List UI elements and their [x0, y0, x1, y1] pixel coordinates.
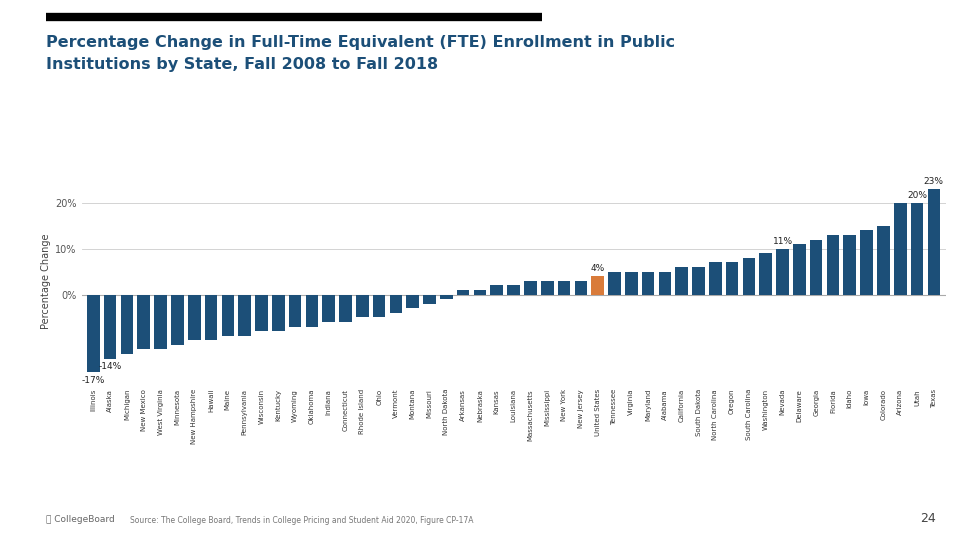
Bar [390, 294, 402, 313]
Bar [255, 294, 268, 331]
Text: 23%: 23% [924, 177, 944, 186]
Bar [759, 253, 772, 294]
Bar [810, 240, 823, 294]
Bar [540, 281, 554, 294]
Bar [104, 294, 116, 359]
Bar [272, 294, 284, 331]
Bar [222, 294, 234, 336]
Bar [743, 258, 756, 294]
Bar [642, 272, 655, 294]
Bar [188, 294, 201, 340]
Text: -14%: -14% [99, 362, 122, 371]
Bar [155, 294, 167, 349]
Bar [406, 294, 420, 308]
Bar [323, 294, 335, 322]
Bar [793, 244, 805, 294]
Bar [860, 231, 873, 294]
Bar [289, 294, 301, 327]
Bar [473, 290, 487, 294]
Bar [844, 235, 856, 294]
Bar [524, 281, 537, 294]
Bar [911, 203, 924, 294]
Bar [238, 294, 251, 336]
Text: 4%: 4% [590, 264, 605, 273]
Text: Percentage Change in Full-Time Equivalent (FTE) Enrollment in Public: Percentage Change in Full-Time Equivalen… [46, 35, 675, 50]
Bar [137, 294, 150, 349]
Bar [692, 267, 705, 294]
Bar [591, 276, 604, 294]
Bar [574, 281, 588, 294]
Text: 24: 24 [921, 512, 936, 525]
Bar [726, 262, 738, 294]
Bar [423, 294, 436, 303]
Bar [356, 294, 369, 318]
Bar [339, 294, 351, 322]
Bar [777, 249, 789, 294]
Bar [171, 294, 183, 345]
Bar [659, 272, 671, 294]
Bar [204, 294, 217, 340]
Bar [305, 294, 318, 327]
Bar [87, 294, 100, 373]
Bar [927, 189, 940, 294]
Bar [709, 262, 722, 294]
Y-axis label: Percentage Change: Percentage Change [41, 233, 51, 328]
Text: 20%: 20% [907, 191, 927, 200]
Bar [372, 294, 385, 318]
Bar [507, 285, 520, 294]
Bar [457, 290, 469, 294]
Bar [877, 226, 890, 294]
Text: Source: The College Board, Trends in College Pricing and Student Aid 2020, Figur: Source: The College Board, Trends in Col… [130, 516, 473, 525]
Bar [491, 285, 503, 294]
Text: Institutions by State, Fall 2008 to Fall 2018: Institutions by State, Fall 2008 to Fall… [46, 57, 438, 72]
Bar [121, 294, 133, 354]
Text: ⓒ CollegeBoard: ⓒ CollegeBoard [46, 515, 115, 524]
Bar [558, 281, 570, 294]
Bar [608, 272, 621, 294]
Bar [625, 272, 637, 294]
Bar [440, 294, 453, 299]
Bar [827, 235, 839, 294]
Text: -17%: -17% [82, 376, 105, 384]
Text: 11%: 11% [773, 237, 793, 246]
Bar [894, 203, 906, 294]
Bar [676, 267, 688, 294]
